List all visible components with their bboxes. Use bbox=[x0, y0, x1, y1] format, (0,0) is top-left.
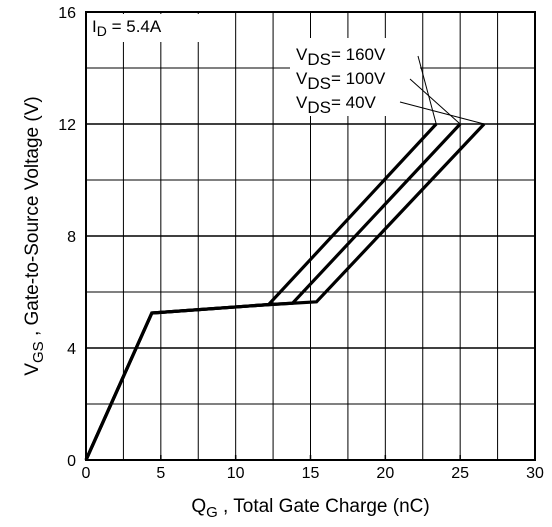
x-tick-label: 0 bbox=[82, 465, 91, 482]
y-tick-label: 8 bbox=[67, 229, 76, 246]
series-line-40v bbox=[84, 122, 486, 461]
tick-labels: 0 5 10 15 20 25 30 0 4 8 12 16 bbox=[58, 5, 544, 482]
y-tick-label: 4 bbox=[67, 341, 76, 358]
label-vds-160: VDS= 160V bbox=[296, 45, 386, 69]
leader-line bbox=[417, 55, 437, 125]
x-tick-label: 5 bbox=[156, 465, 165, 482]
series-lines bbox=[84, 122, 486, 461]
y-axis-title: VGS , Gate-to-Source Voltage (V) bbox=[22, 96, 47, 375]
series-labels: VDS= 160V VDS= 100V VDS= 40V bbox=[290, 38, 485, 125]
x-tick-label: 30 bbox=[526, 465, 544, 482]
label-vds-100: VDS= 100V bbox=[296, 69, 386, 93]
x-tick-label: 25 bbox=[451, 465, 469, 482]
y-tick-label: 0 bbox=[67, 453, 76, 470]
x-tick-label: 15 bbox=[302, 465, 320, 482]
y-tick-label: 12 bbox=[58, 117, 76, 134]
y-tick-label: 16 bbox=[58, 5, 76, 22]
x-tick-label: 20 bbox=[376, 465, 394, 482]
x-axis-title: QG , Total Gate Charge (nC) bbox=[191, 496, 429, 521]
label-leader-lines bbox=[399, 55, 485, 125]
leader-line bbox=[409, 78, 461, 125]
x-tick-label: 10 bbox=[227, 465, 245, 482]
annotation-current: ID = 5.4A bbox=[92, 17, 162, 39]
label-vds-40: VDS= 40V bbox=[296, 93, 377, 117]
leader-line bbox=[399, 101, 485, 125]
legend-background bbox=[290, 38, 420, 116]
annotation-box bbox=[88, 14, 208, 42]
